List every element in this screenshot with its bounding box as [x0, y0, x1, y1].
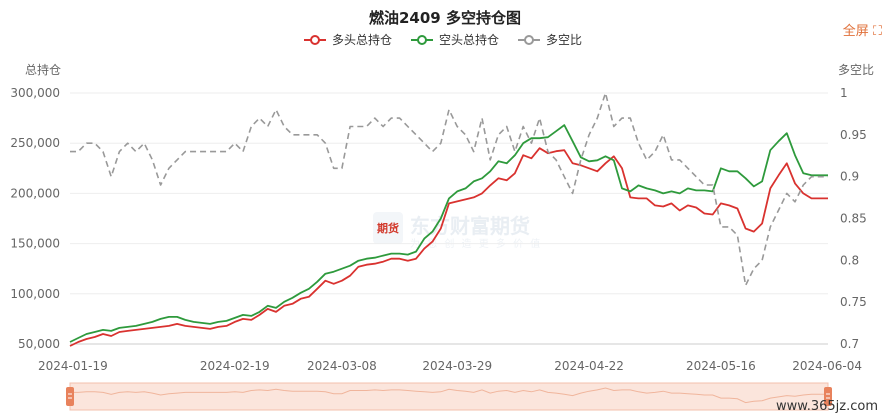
x-tick-0: 2024-01-19	[38, 359, 108, 373]
legend[interactable]: 多头总持仓 空头总持仓 多空比	[304, 32, 582, 47]
series-line-0	[69, 147, 828, 347]
right-axis-ticks: 0.7 0.75 0.8 0.85 0.9 0.95 1	[840, 86, 867, 351]
right-tick-3: 0.85	[840, 212, 867, 226]
right-tick-1: 0.75	[840, 295, 867, 309]
slider-handle-bar-0	[66, 387, 74, 406]
x-axis-ticks: 2024-01-19 2024-02-19 2024-03-08 2024-03-29…	[38, 343, 862, 373]
site-watermark: www.365jz.com	[776, 399, 878, 414]
left-tick-0: 50,000	[18, 337, 60, 351]
data-zoom-slider[interactable]	[66, 382, 832, 411]
left-axis-title: 总持仓	[25, 62, 61, 77]
legend-item-1[interactable]: 空头总持仓	[411, 32, 499, 47]
x-tick-3: 2024-03-29	[422, 359, 492, 373]
fullscreen-label: 全屏	[842, 24, 869, 39]
left-tick-4: 250,000	[10, 136, 60, 150]
left-tick-2: 150,000	[10, 237, 60, 251]
slider-handle-bar-1	[824, 387, 832, 406]
legend-label-1: 空头总持仓	[439, 32, 499, 47]
legend-marker-2	[524, 35, 534, 45]
right-axis-title: 多空比	[838, 63, 874, 77]
left-tick-1: 100,000	[10, 287, 60, 301]
left-tick-3: 200,000	[10, 186, 60, 200]
right-tick-6: 1	[840, 86, 848, 100]
x-tick-1: 2024-02-19	[200, 359, 270, 373]
fullscreen-button[interactable]: 全屏 ⛶	[843, 20, 882, 39]
x-tick-5: 2024-05-16	[686, 359, 756, 373]
left-axis-ticks: 50,000 100,000 150,000 200,000 250,000 300,00…	[10, 86, 60, 351]
slider-track[interactable]	[69, 382, 829, 411]
left-tick-5: 300,000	[10, 86, 60, 100]
series-line-2	[70, 92, 828, 287]
right-tick-5: 0.95	[840, 128, 867, 142]
legend-item-0[interactable]: 多头总持仓	[304, 32, 392, 47]
x-tick-6: 2024-06-04	[792, 359, 862, 373]
legend-label-2: 多空比	[546, 33, 582, 47]
x-tick-4: 2024-04-22	[554, 359, 624, 373]
slider-left-handle[interactable]	[66, 387, 74, 406]
right-tick-4: 0.9	[840, 170, 859, 184]
watermark-logo-text: 期货	[377, 221, 399, 235]
legend-marker-0	[310, 35, 320, 45]
watermark-logo-icon	[373, 212, 403, 244]
series-lines	[69, 92, 828, 347]
chart-title: 燃油2409 多空持仓图	[369, 9, 521, 27]
slider-right-handle[interactable]	[824, 387, 832, 406]
right-tick-0: 0.7	[840, 337, 859, 351]
right-tick-2: 0.8	[840, 253, 859, 267]
watermark: 期货 东方财富期货 为 您 创 造 更 多 价 值	[373, 212, 540, 250]
legend-item-2[interactable]: 多空比	[518, 33, 582, 47]
slider-preview-line	[70, 387, 828, 404]
expand-icon: ⛶	[872, 24, 882, 39]
legend-marker-1	[417, 35, 427, 45]
series-line-1	[69, 124, 828, 343]
x-tick-2: 2024-03-08	[307, 359, 377, 373]
legend-label-0: 多头总持仓	[332, 32, 392, 47]
